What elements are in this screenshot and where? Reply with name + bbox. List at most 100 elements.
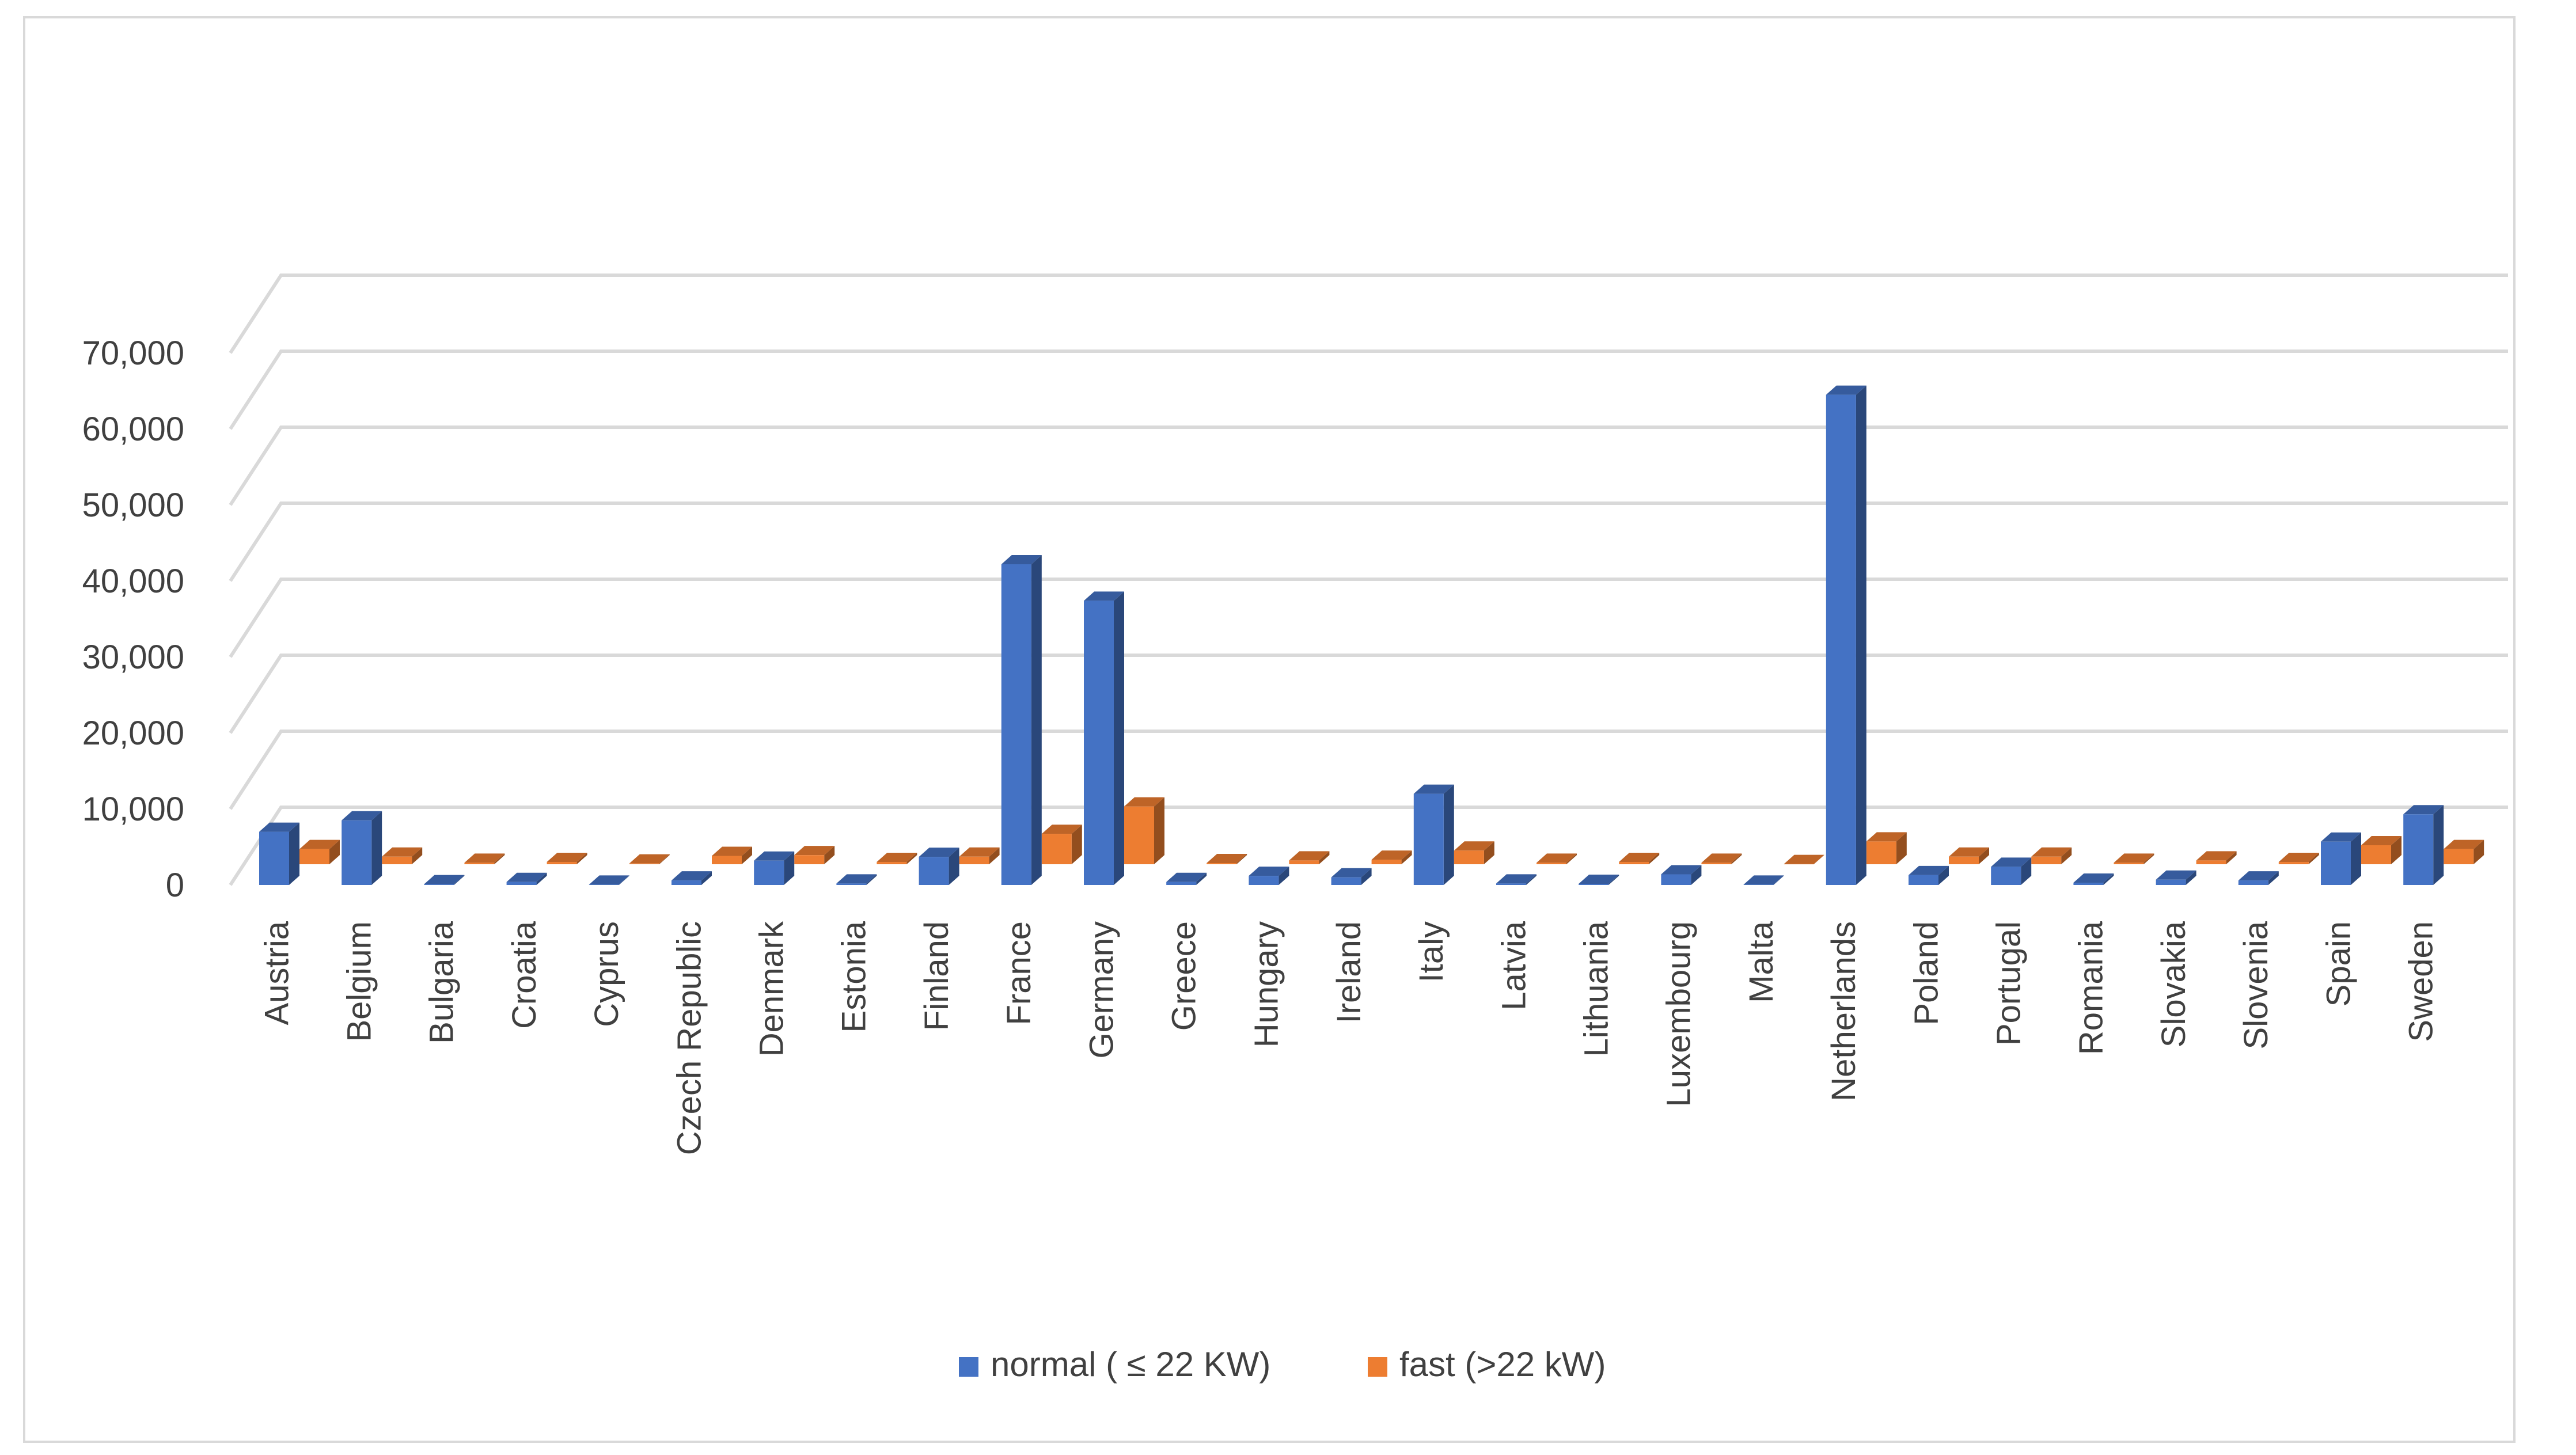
y-tick-label: 40,000 [82,563,184,600]
bar-normal [1496,874,1537,885]
bar-fast [2196,851,2237,864]
gridline [229,578,2508,658]
legend-item: fast (>22 kW) [1368,1345,1606,1384]
x-tick-label: Greece [1166,921,1203,1031]
bar-normal [1991,857,2032,885]
x-tick-label: Romania [2073,921,2110,1055]
bar-fast [464,853,505,864]
x-tick-label: Lithuania [1578,921,1615,1057]
y-tick-label: 10,000 [82,791,184,828]
x-tick-label: Bulgaria [423,921,461,1044]
bar-normal [1084,591,1124,885]
x-tick-label: Cyprus [588,921,625,1027]
bar-normal [836,874,877,885]
x-tick-label: Spain [2320,921,2357,1006]
bar-normal [1743,875,1784,885]
x-tick-label: Malta [1743,921,1780,1003]
bar-fast [1371,850,1412,864]
y-tick-label: 0 [166,867,184,904]
bar-fast [877,853,917,864]
bar-normal [259,822,299,885]
x-tick-label: Italy [1413,921,1450,982]
bar-normal [1249,867,1289,885]
x-tick-label: Slovakia [2155,921,2192,1047]
bar-fast [1784,854,1824,865]
bar-fast [2361,836,2402,864]
x-tick-label: Ireland [1330,921,1368,1023]
bar-fast [1701,853,1742,864]
y-tick-label: 50,000 [82,487,184,524]
bar-normal [1166,872,1207,885]
bar-fast [2278,853,2319,864]
bar-normal [2321,832,2361,885]
bar-fast [2031,847,2072,864]
bar-fast [1537,853,1577,864]
gridlines [229,273,2508,886]
bar-normal [1579,875,1619,885]
gridline [229,502,2508,582]
bar-normal [1001,554,1042,885]
bar-normal [1331,868,1372,885]
bar-fast [547,853,587,864]
bar-normal [671,871,712,885]
bar-fast [794,846,835,864]
gridline [229,654,2508,734]
bar-fast [1866,832,1907,864]
bar-normal [2403,805,2444,885]
bar-normal [1413,784,1454,885]
x-tick-label: Belgium [341,921,378,1042]
bar-normal [424,875,465,885]
x-tick-label: Denmark [753,921,791,1057]
bar-normal [2073,873,2114,885]
x-tick-label: Slovenia [2237,921,2275,1049]
bar-normal [1909,865,1949,885]
x-tick-label: Luxembourg [1660,921,1698,1107]
x-axis-category-labels: Austria Belgium Bulgaria Croatia Cyprus Czech… [258,921,2440,1155]
bar-fast [2114,853,2154,864]
legend-label: fast (>22 kW) [1399,1345,1606,1384]
bar-normal [919,848,959,885]
bar-normal [2238,871,2279,885]
legend-swatch [959,1357,978,1377]
bar-fast [299,839,340,864]
y-axis-tick-labels: 0 10,000 20,000 30,000 40,000 50,000 60,000 70,… [82,335,184,904]
bar-normal [1661,865,1702,885]
x-tick-label: Hungary [1248,921,1285,1047]
bar-fast [959,847,1000,864]
legend: normal ( ≤ 22 KW) fast (>22 kW) [959,1345,1606,1384]
legend-swatch [1368,1357,1387,1377]
y-tick-label: 70,000 [82,335,184,372]
bar-fast [1454,841,1494,864]
x-tick-label: Austria [258,921,295,1025]
gridline [229,426,2508,506]
x-tick-label: Germany [1083,921,1120,1059]
bar-normal [589,875,629,885]
bar-normal [1826,385,1866,885]
x-tick-label: Czech Republic [670,921,708,1155]
bar-fast [2444,839,2484,864]
bar-fast [712,846,752,864]
gridline [229,806,2508,886]
x-tick-label: France [1000,921,1038,1025]
y-tick-label: 20,000 [82,715,184,752]
gridline [229,273,2508,354]
bar-fast [1619,853,1660,864]
bar-fast [1124,797,1164,864]
bar-fast [629,854,670,864]
x-tick-label: Sweden [2403,921,2440,1042]
x-tick-label: Latvia [1495,921,1532,1010]
y-tick-label: 30,000 [82,639,184,676]
bar-normal [506,872,547,885]
x-tick-label: Estonia [836,921,873,1032]
x-tick-label: Poland [1907,921,1945,1025]
bars [259,385,2484,885]
bar-normal [2156,870,2196,885]
gridline [229,349,2508,430]
y-tick-label: 60,000 [82,411,184,448]
gridline [229,730,2508,810]
x-tick-label: Finland [918,921,955,1031]
bar-fast [1289,851,1330,864]
bar-normal [342,811,382,885]
bar-fast [1949,847,1989,864]
